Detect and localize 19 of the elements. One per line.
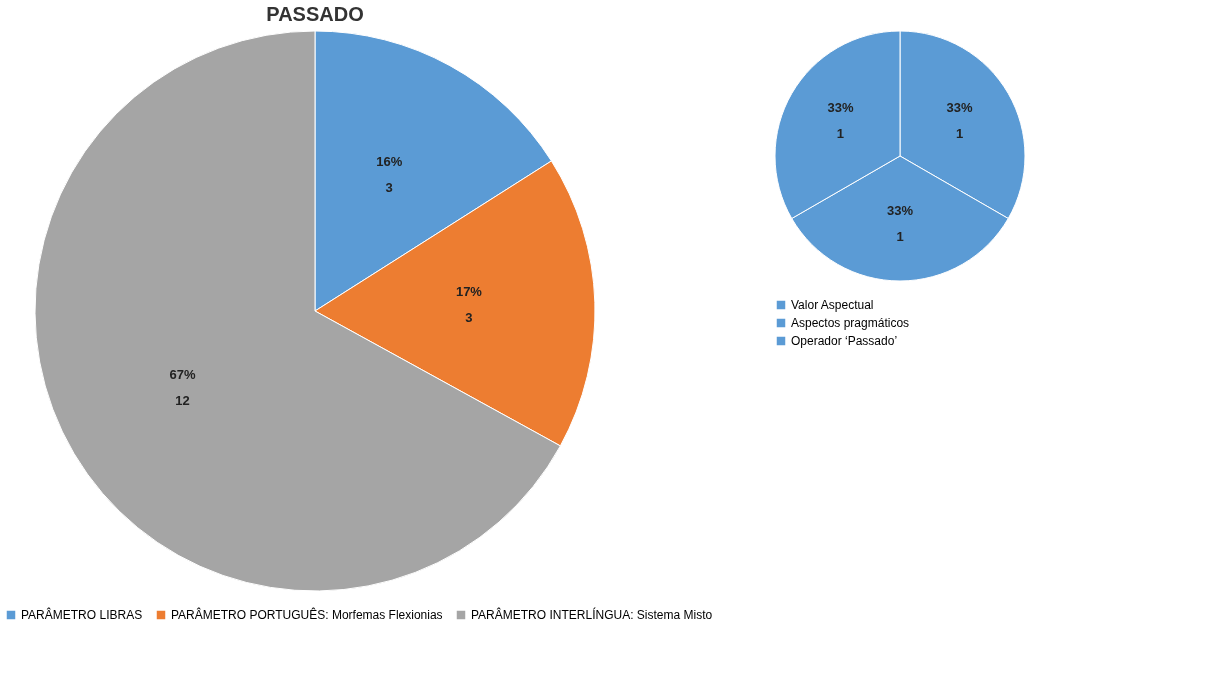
text: 12 (175, 393, 190, 409)
text: 1 (896, 228, 904, 244)
data-label: 16% (376, 154, 403, 170)
chart-title: PASSADO (266, 3, 364, 25)
data-label: 33% (827, 99, 854, 115)
legend-label: Valor Aspectual (791, 298, 874, 312)
legend-label: Aspectos pragmáticos (791, 316, 910, 330)
text: 3 (385, 180, 393, 196)
data-label: 67% (169, 367, 196, 383)
legend-label: PARÂMETRO INTERLÍNGUA: Sistema Misto (471, 607, 713, 622)
text: 1 (955, 125, 964, 141)
data-label: 33% (886, 202, 914, 218)
text: 3 (465, 310, 473, 326)
legend-label: PARÂMETRO PORTUGUÊS: Morfemas Flexionias (171, 607, 443, 622)
data-label: 17% (455, 284, 483, 300)
data-label: 33% (946, 99, 973, 115)
legend-label: PARÂMETRO LIBRAS (21, 607, 143, 622)
text: 1 (836, 125, 845, 141)
legend-label: Operador ‘Passado’ (791, 334, 898, 348)
